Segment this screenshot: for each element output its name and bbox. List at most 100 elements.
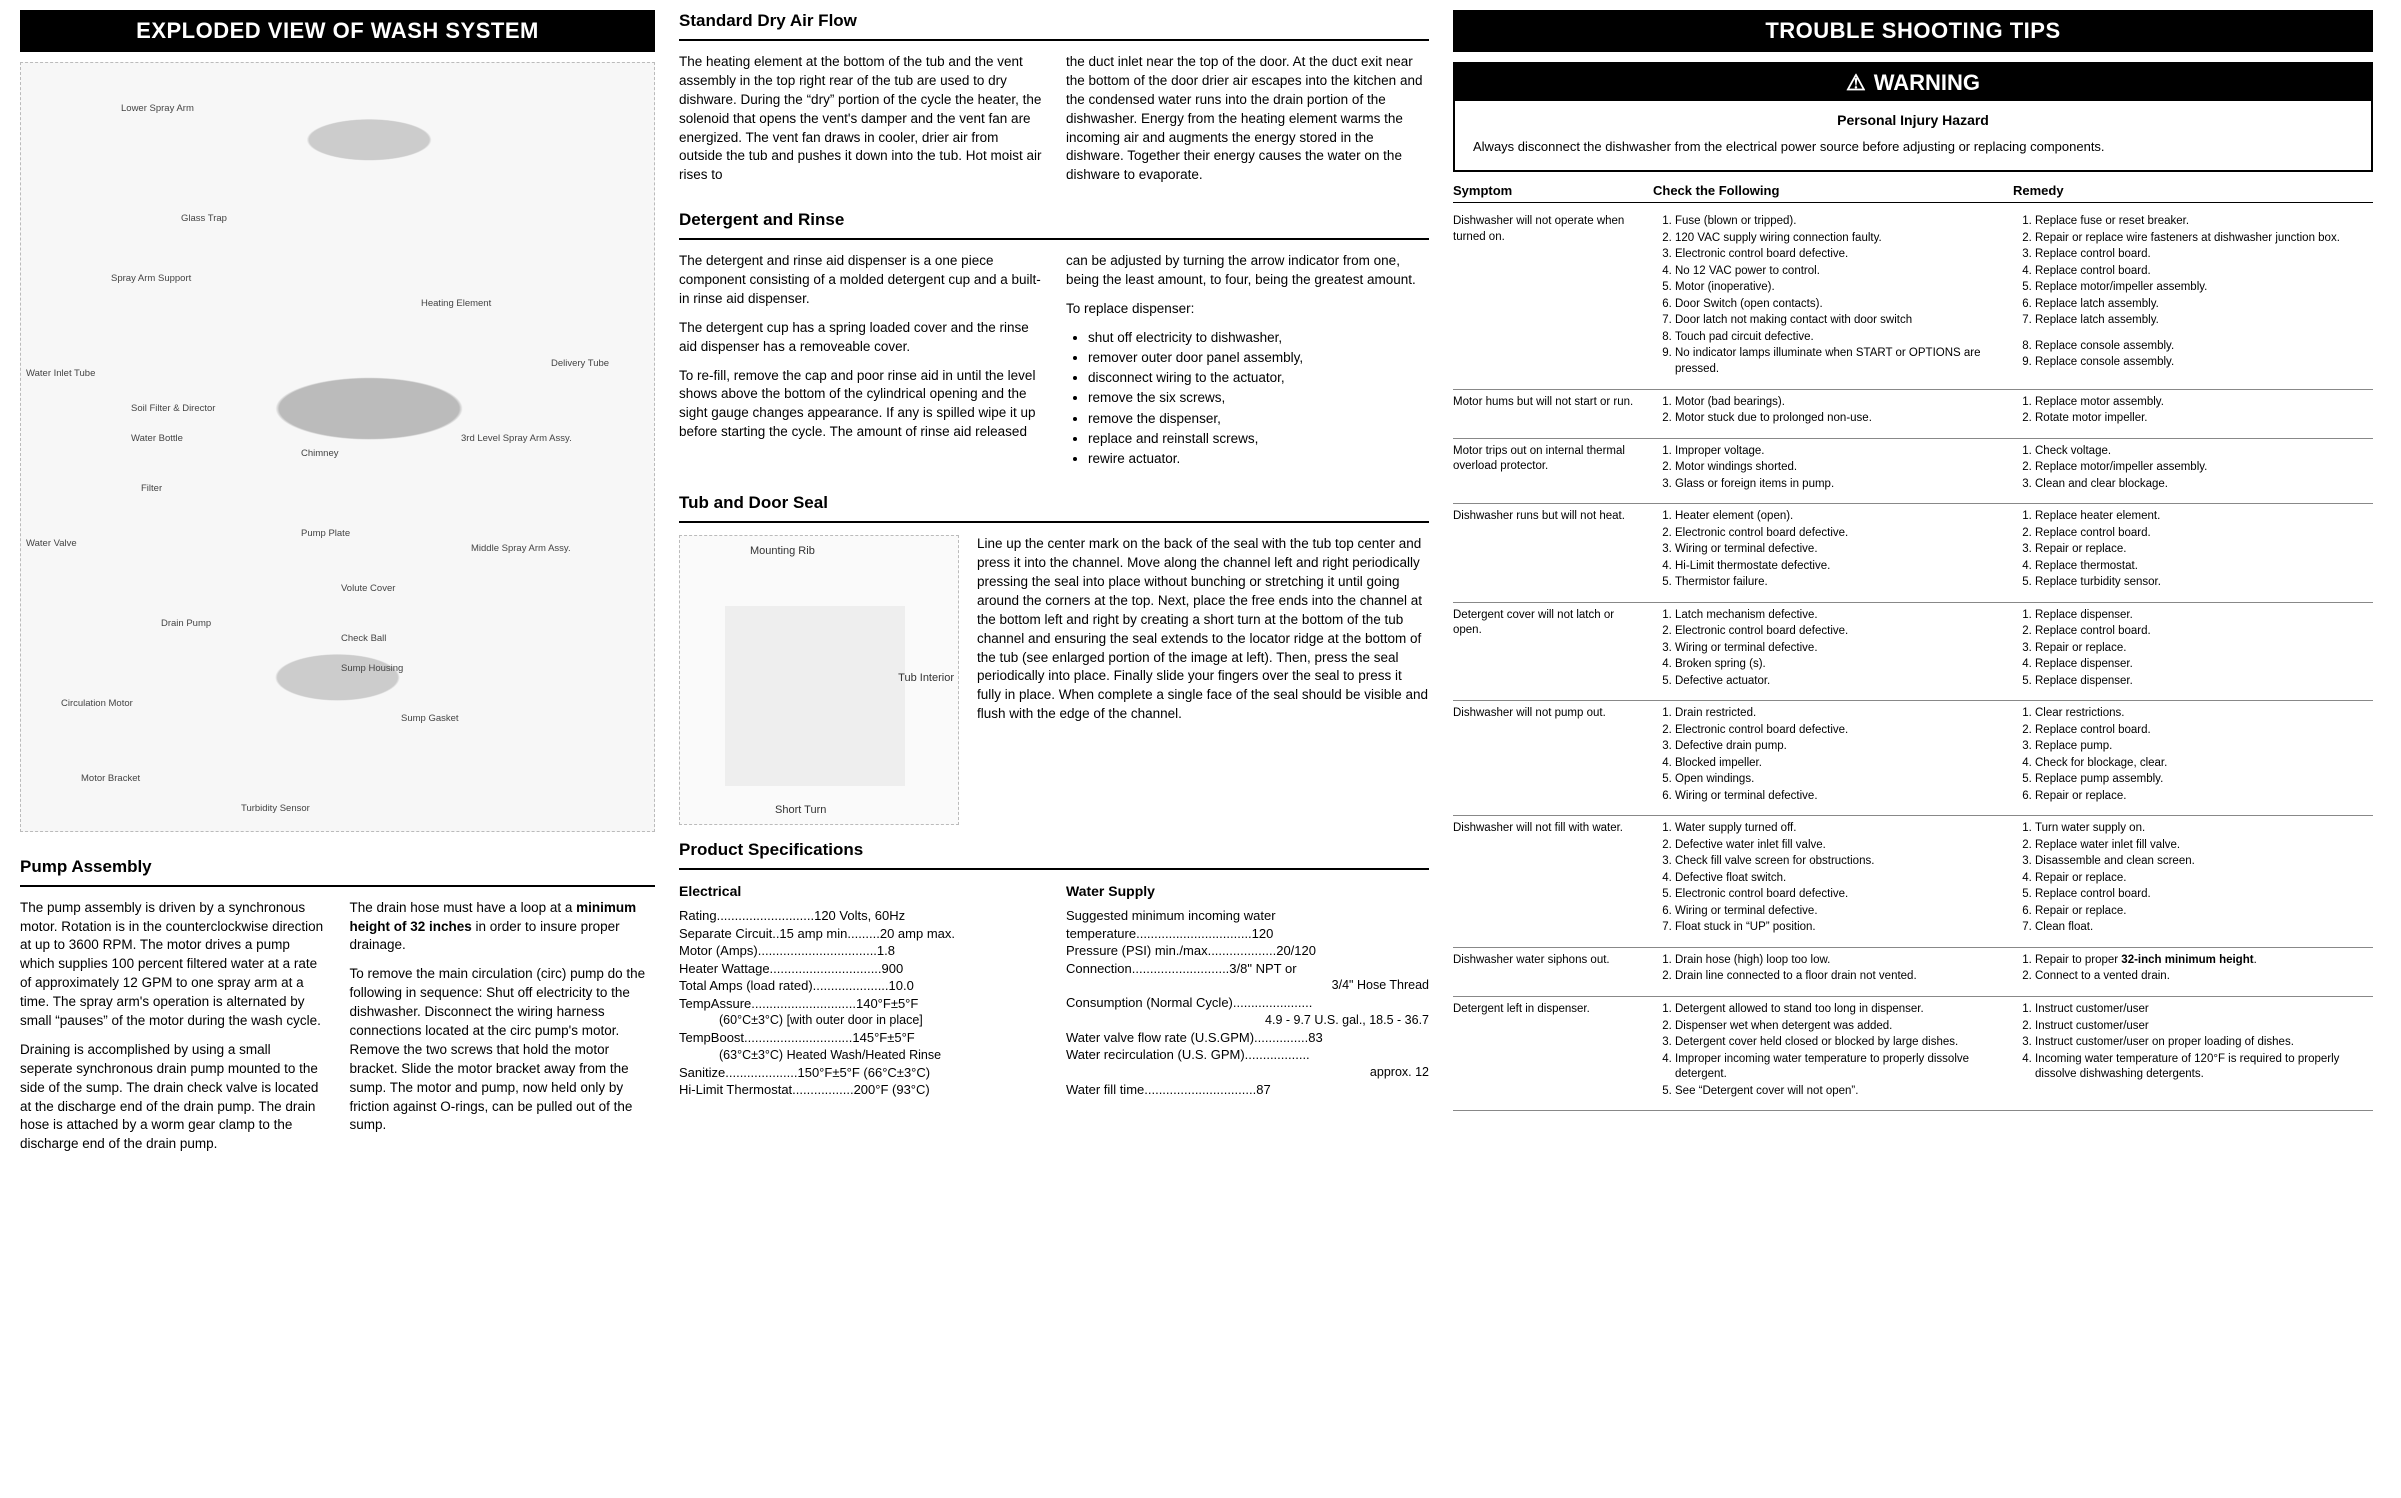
warning-box: WARNING Personal Injury Hazard Always di… [1453,62,2373,172]
electrical-subtitle: Electrical [679,882,1042,901]
symptom-cell: Dishwasher water siphons out. [1453,953,1653,989]
dispenser-step: remove the dispenser, [1088,410,1429,428]
check-cell: Fuse (blown or tripped).120 VAC supply w… [1653,214,2013,381]
divider [679,39,1429,41]
spec-line: Consumption (Normal Cycle)..............… [1066,994,1429,1012]
troubleshoot-row: Dishwasher runs but will not heat.Heater… [1453,504,2373,603]
detergent-title: Detergent and Rinse [679,209,1429,232]
dispenser-step: remover outer door panel assembly, [1088,349,1429,367]
spec-line: Water fill time.........................… [1066,1081,1429,1099]
diagram-label: Spray Arm Support [111,273,191,286]
spec-line: TempAssure.............................1… [679,995,1042,1013]
spec-line: Water recirculation (U.S. GPM)..........… [1066,1046,1429,1064]
diagram-label: Middle Spray Arm Assy. [471,543,571,556]
troubleshoot-row: Dishwasher will not fill with water.Wate… [1453,816,2373,948]
th-symptom: Symptom [1453,182,1653,200]
spec-line: 3/4" Hose Thread [1106,977,1429,994]
exploded-view-banner: EXPLODED VIEW OF WASH SYSTEM [20,10,655,52]
diagram-label: Soil Filter & Director [131,403,215,416]
diagram-label: Mounting Rib [750,544,815,559]
diagram-label: Motor Bracket [81,773,140,786]
troubleshoot-header: Symptom Check the Following Remedy [1453,182,2373,204]
diagram-label: Drain Pump [161,618,211,631]
troubleshoot-row: Dishwasher water siphons out.Drain hose … [1453,948,2373,997]
divider [679,868,1429,870]
check-cell: Drain hose (high) loop too low.Drain lin… [1653,953,2013,989]
troubleshoot-row: Dishwasher will not pump out.Drain restr… [1453,701,2373,816]
water-specs: Suggested minimum incoming water tempera… [1066,907,1429,1098]
check-cell: Water supply turned off.Defective water … [1653,821,2013,940]
divider [679,238,1429,240]
spec-line: Connection...........................3/8… [1066,960,1429,978]
diagram-label: Lower Spray Arm [121,103,194,116]
diagram-label: Sump Gasket [401,713,459,726]
dry-text: The heating element at the bottom of the… [679,53,1042,185]
dispenser-steps-list: shut off electricity to dishwasher, remov… [1088,329,1429,469]
remedy-cell: Clear restrictions.Replace control board… [2013,706,2373,808]
water-subtitle: Water Supply [1066,882,1429,901]
electrical-specs: Rating...........................120 Vol… [679,907,1042,1099]
warning-text: Always disconnect the dishwasher from th… [1473,138,2353,156]
spec-line: Water valve flow rate (U.S.GPM).........… [1066,1029,1429,1047]
spec-line: (60°C±3°C) [with outer door in place] [719,1012,1042,1029]
diagram-label: Filter [141,483,162,496]
diagram-label: Water Bottle [131,433,183,446]
spec-line: Rating...........................120 Vol… [679,907,1042,925]
troubleshoot-row: Detergent cover will not latch or open.L… [1453,603,2373,702]
exploded-view-diagram: Lower Spray Arm Glass Trap Spray Arm Sup… [20,62,655,832]
troubleshoot-table: Dishwasher will not operate when turned … [1453,209,2373,1111]
check-cell: Drain restricted.Electronic control boar… [1653,706,2013,808]
spec-line: Pressure (PSI) min./max.................… [1066,942,1429,960]
detergent-text: can be adjusted by turning the arrow ind… [1066,252,1429,290]
spec-line: Total Amps (load rated).................… [679,977,1042,995]
detergent-text: To replace dispenser: [1066,300,1429,319]
diagram-label: Circulation Motor [61,698,133,711]
diagram-label: Turbidity Sensor [241,803,310,816]
remedy-cell: Replace motor assembly.Rotate motor impe… [2013,395,2373,431]
remedy-cell: Replace heater element.Replace control b… [2013,509,2373,595]
check-cell: Motor (bad bearings).Motor stuck due to … [1653,395,2013,431]
tub-seal-text: Line up the center mark on the back of t… [977,535,1429,815]
diagram-label: Sump Housing [341,663,403,676]
spec-line: 4.9 - 9.7 U.S. gal., 18.5 - 36.7 [1106,1012,1429,1029]
diagram-label: Water Inlet Tube [26,368,95,381]
remedy-cell: Turn water supply on.Replace water inlet… [2013,821,2373,940]
diagram-label: Tub Interior [898,671,954,686]
pump-paragraph: The pump assembly is driven by a synchro… [20,899,326,1031]
spec-line: (63°C±3°C) Heated Wash/Heated Rinse [719,1047,1042,1064]
dispenser-step: disconnect wiring to the actuator, [1088,369,1429,387]
troubleshooting-banner: TROUBLE SHOOTING TIPS [1453,10,2373,52]
symptom-cell: Dishwasher will not operate when turned … [1453,214,1653,381]
diagram-label: Heating Element [421,298,491,311]
symptom-cell: Dishwasher runs but will not heat. [1453,509,1653,595]
detergent-text: The detergent and rinse aid dispenser is… [679,252,1042,309]
th-check: Check the Following [1653,182,2013,200]
symptom-cell: Dishwasher will not fill with water. [1453,821,1653,940]
symptom-cell: Motor trips out on internal thermal over… [1453,444,1653,497]
spec-line: Hi-Limit Thermostat.................200°… [679,1081,1042,1099]
diagram-label: Delivery Tube [551,358,609,371]
check-cell: Heater element (open).Electronic control… [1653,509,2013,595]
dispenser-step: shut off electricity to dishwasher, [1088,329,1429,347]
symptom-cell: Detergent left in dispenser. [1453,1002,1653,1103]
diagram-label: Glass Trap [181,213,227,226]
warning-header: WARNING [1455,64,2371,102]
remedy-cell: Replace fuse or reset breaker.Repair or … [2013,214,2373,381]
diagram-label: Check Ball [341,633,386,646]
diagram-label: Chimney [301,448,339,461]
pump-paragraph: Draining is accomplished by using a smal… [20,1041,326,1154]
check-cell: Latch mechanism defective.Electronic con… [1653,608,2013,694]
spec-line: Sanitize....................150°F±5°F (6… [679,1064,1042,1082]
dry-airflow-title: Standard Dry Air Flow [679,10,1429,33]
pump-paragraph: To remove the main circulation (circ) pu… [350,965,656,1135]
dispenser-step: rewire actuator. [1088,450,1429,468]
symptom-cell: Detergent cover will not latch or open. [1453,608,1653,694]
remedy-cell: Instruct customer/userInstruct customer/… [2013,1002,2373,1103]
dry-text: the duct inlet near the top of the door.… [1066,53,1429,185]
divider [20,885,655,887]
symptom-cell: Dishwasher will not pump out. [1453,706,1653,808]
spec-line: temperature.............................… [1066,925,1429,943]
dispenser-step: replace and reinstall screws, [1088,430,1429,448]
divider [679,521,1429,523]
spec-line: Motor (Amps)............................… [679,942,1042,960]
